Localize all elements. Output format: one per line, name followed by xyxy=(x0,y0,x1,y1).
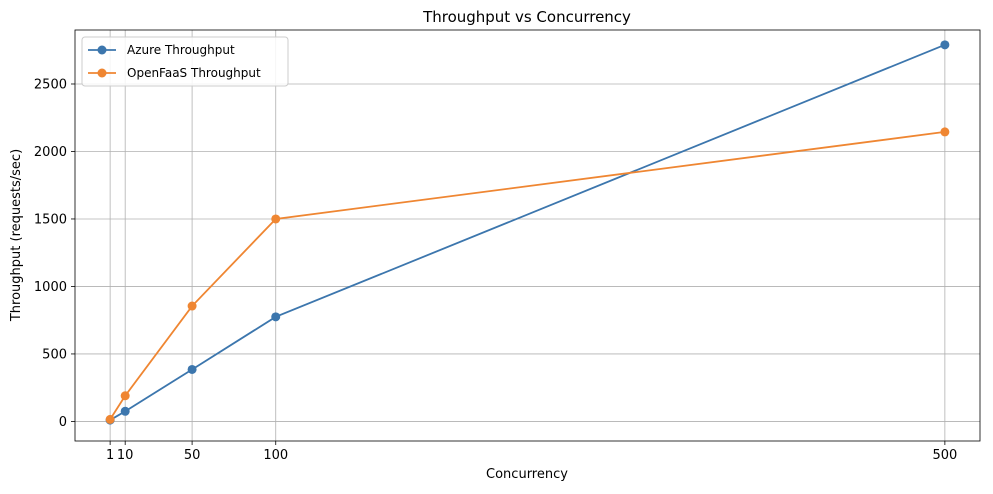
grid-lines xyxy=(75,30,980,441)
data-point xyxy=(940,127,950,137)
x-tick-label: 500 xyxy=(932,448,957,463)
legend: Azure Throughput OpenFaaS Throughput xyxy=(81,36,289,87)
data-point xyxy=(271,214,281,224)
y-tick-label: 1500 xyxy=(34,212,67,227)
plot-area-frame xyxy=(74,29,981,442)
data-point xyxy=(187,364,197,374)
legend-swatch-marker xyxy=(97,45,107,55)
series-line xyxy=(109,131,945,420)
series-2 xyxy=(105,127,950,424)
axis-ticks: 1 10 50 100 500 0 500 1000 1500 2000 2500 xyxy=(34,77,957,463)
x-axis-label: Concurrency xyxy=(486,467,568,482)
data-point xyxy=(120,391,130,401)
legend-swatch-marker xyxy=(97,68,107,78)
legend-box xyxy=(81,36,289,87)
x-tick-label: 100 xyxy=(263,448,288,463)
y-tick-label: 2500 xyxy=(34,77,67,92)
data-point xyxy=(105,414,115,424)
chart-title: Throughput vs Concurrency xyxy=(422,8,631,26)
y-tick-label: 500 xyxy=(42,347,67,362)
x-tick-label: 50 xyxy=(184,448,201,463)
series-line xyxy=(109,44,946,421)
y-tick-label: 0 xyxy=(59,415,67,430)
y-tick-label: 2000 xyxy=(34,145,67,160)
legend-label: OpenFaaS Throughput xyxy=(127,66,261,80)
x-tick-label: 1 xyxy=(106,448,114,463)
series-layer xyxy=(105,40,950,425)
data-point xyxy=(940,40,950,50)
series-1 xyxy=(105,40,950,425)
y-axis-label: Throughput (requests/sec) xyxy=(9,149,24,322)
data-point xyxy=(271,312,281,322)
y-tick-label: 1000 xyxy=(34,280,67,295)
data-point xyxy=(120,406,130,416)
data-point xyxy=(187,301,197,311)
legend-label: Azure Throughput xyxy=(127,43,235,57)
x-tick-label: 10 xyxy=(117,448,134,463)
